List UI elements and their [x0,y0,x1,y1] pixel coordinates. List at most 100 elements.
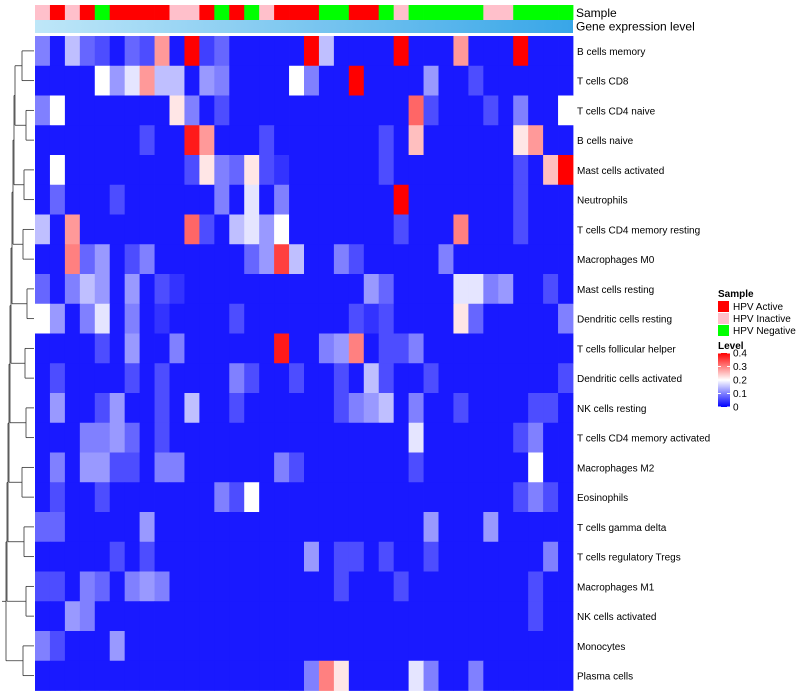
heatmap-cell [259,601,275,632]
heatmap-cell [79,631,96,662]
heatmap-cell [513,631,529,662]
heatmap-cell [333,452,350,483]
heatmap-cell [453,125,469,156]
heatmap-cell [139,452,155,483]
heatmap-cell [274,571,290,602]
heatmap-cell [199,303,215,334]
heatmap-cell [274,541,290,572]
heatmap-cell [498,244,514,275]
heatmap-cell [363,363,380,394]
heatmap-cell [483,452,499,483]
heatmap-cell [64,660,81,691]
heatmap-cell [318,363,335,394]
heatmap-cell [64,125,81,156]
heatmap-cell [199,512,215,543]
heatmap-cell [498,125,514,156]
heatmap-cell [363,303,380,334]
heatmap-cell [483,541,499,572]
heatmap-cell [64,422,81,453]
heatmap-cell [348,184,365,215]
heatmap-cell [528,303,544,334]
heatmap-cell [393,65,410,96]
heatmap-cell [498,660,514,691]
heatmap-cell [169,660,185,691]
heatmap-cell [154,65,170,96]
heatmap-cell [393,244,410,275]
heatmap-cell [363,482,380,513]
heatmap-cell [94,274,111,305]
heatmap-cell [558,452,574,483]
heatmap-cell [229,660,245,691]
heatmap-cell [393,333,410,364]
heatmap-cell [408,512,424,543]
heatmap-cell [333,393,350,424]
heatmap-cell [259,125,275,156]
heatmap-cell [79,65,96,96]
heatmap-cell [483,184,499,215]
heatmap-cell [184,36,200,67]
heatmap-cell [423,214,439,245]
heatmap-cell [483,660,499,691]
sample-track-cell [498,5,514,20]
sample-track-cell [64,5,81,20]
heatmap-cell [333,36,350,67]
row-label: Dendritic cells activated [577,374,682,385]
sample-track-cell [468,5,484,20]
heatmap-cell [35,214,51,245]
heatmap-cell [543,65,559,96]
heatmap-cell [483,303,499,334]
heatmap-cell [513,125,529,156]
heatmap-cell [318,631,335,662]
heatmap-cell [94,65,111,96]
heatmap-cell [468,95,484,126]
heatmap-cell [543,36,559,67]
heatmap-cell [49,601,66,632]
heatmap-cell [79,333,96,364]
heatmap-cell [64,393,81,424]
heatmap-cell [423,125,439,156]
heatmap-cell [318,214,335,245]
heatmap-cell [109,541,126,572]
heatmap-cell [363,631,380,662]
sample-track-cell [363,5,380,20]
heatmap-cell [154,36,170,67]
heatmap-cell [214,452,230,483]
heatmap-cell [64,95,81,126]
heatmap-cell [199,244,215,275]
row-label: Monocytes [577,642,625,653]
heatmap-cell [139,95,155,126]
heatmap-cell [438,333,454,364]
heatmap-cell [94,660,111,691]
heatmap-cell [169,155,185,186]
heatmap-cell [139,660,155,691]
heatmap-cell [109,214,126,245]
heatmap-cell [453,274,469,305]
heatmap-cell [139,363,155,394]
sample-track-cell [513,5,529,20]
heatmap-cell [35,422,51,453]
heatmap-cell [274,601,290,632]
heatmap-cell [35,512,51,543]
heatmap-cell [408,155,424,186]
level-tick-label: 0.1 [733,389,747,400]
heatmap-cell [109,512,126,543]
heatmap-cell [289,512,305,543]
heatmap-cell [154,333,170,364]
heatmap-cell [378,601,395,632]
heatmap-cell [498,363,514,394]
heatmap-cell [184,452,200,483]
heatmap-cell [79,155,96,186]
sample-track-cell [229,5,245,20]
heatmap-cell [35,95,51,126]
heatmap-cell [94,155,111,186]
heatmap-cell [513,214,529,245]
heatmap-cell [318,333,335,364]
heatmap-cell [214,274,230,305]
heatmap-cell [453,363,469,394]
heatmap-cell [304,393,320,424]
heatmap-cell [49,303,66,334]
heatmap-cell [64,631,81,662]
heatmap-cell [453,631,469,662]
heatmap-cell [304,601,320,632]
heatmap-cell [408,65,424,96]
